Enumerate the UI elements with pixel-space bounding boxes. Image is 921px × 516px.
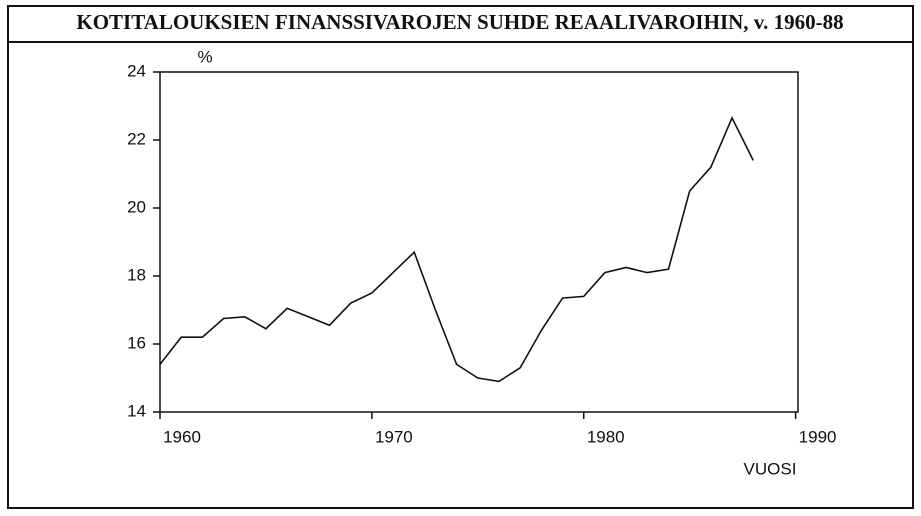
x-tick-label: 1980 (587, 427, 625, 446)
x-tick-label: 1990 (799, 427, 837, 446)
y-tick-label: 16 (127, 333, 146, 352)
y-axis-label: % (197, 47, 212, 66)
x-axis-label: VUOSI (744, 459, 797, 478)
x-tick-label: 1970 (375, 427, 413, 446)
y-tick-label: 20 (127, 197, 146, 216)
y-tick-label: 24 (127, 61, 146, 80)
plot-frame (159, 71, 799, 413)
line (159, 115, 754, 383)
x-tick-label: 1960 (163, 427, 201, 446)
chart-title: KOTITALOUKSIEN FINANSSIVAROJEN SUHDE REA… (76, 10, 843, 34)
frame (7, 5, 914, 509)
y-tick-label: 18 (127, 265, 146, 284)
y-tick-label: 14 (127, 401, 146, 420)
y-tick-label: 22 (127, 129, 146, 148)
